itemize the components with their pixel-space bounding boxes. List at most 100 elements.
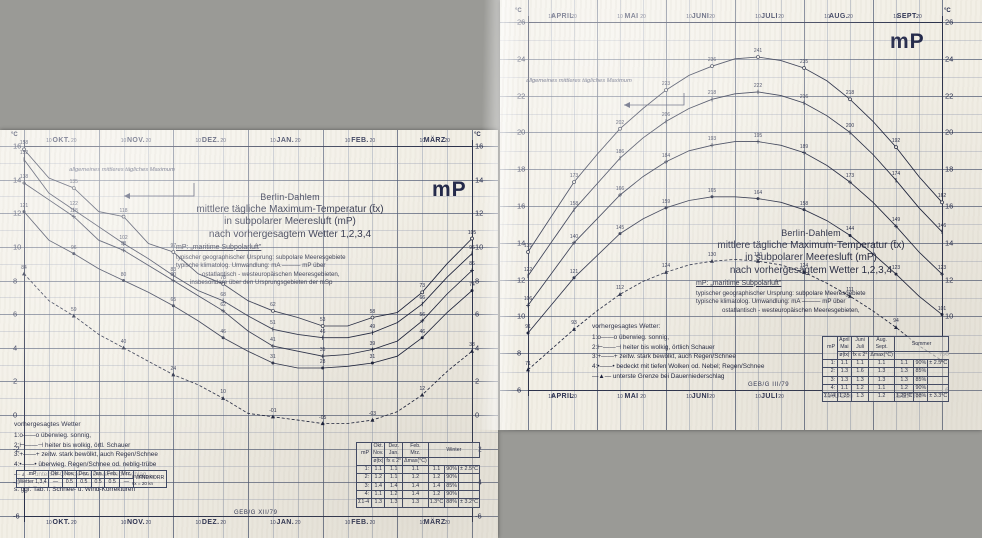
data-point-label: 165 [707,187,717,194]
data-point-marker [756,139,760,144]
month-label-sept: SEPT. [896,13,919,20]
y-axis-tick-label: 22 [945,91,954,101]
data-point-label: 152 [19,150,29,157]
y-axis-tick-label: 10 [945,311,954,321]
month-label-feb: FEB. [351,137,369,144]
day-tick-label: 10 [270,520,276,526]
day-tick-label: 10 [195,138,201,144]
y-axis-tick-label: 12 [13,208,22,218]
data-point-label: 218 [845,90,855,97]
title-line1-lower: mittlere tägliche Maximum-Temperatur (t̄… [196,203,384,215]
data-point-label: 96 [469,244,475,251]
row-pct: 90% [913,383,929,394]
wind-v-2: 0.5 [75,478,92,488]
season-stat-header-1: fx ≤ 2° [850,351,870,361]
season-table-row: 2: 1.2 1.1 1.2 1.2 90% [355,473,481,483]
row-val-2: 1.1 [868,359,895,369]
season-table-row: 2: 1.3 1.6 1.3 1.3 85% [821,367,950,377]
data-point-marker [71,186,76,190]
data-point-label: 31 [369,353,376,360]
data-point-label: 235 [799,59,809,65]
row-val-0: 1.1 [837,359,852,369]
month-label-juli: JULI [761,13,778,20]
month-label-jan: JAN. [276,519,295,526]
season-col-group-1: Dez. Jan. [384,441,404,459]
row-val-2: 1.3 [868,375,895,385]
legend-item-3-lower: 3:+——+ zeitw. stark bewölkt, auch Regen/… [14,451,158,459]
season-stat-header-1: fx ≤ 2° [384,457,404,467]
data-point-label: 73 [419,283,425,290]
data-point-label: 124 [661,263,671,270]
data-point-label: 41 [270,337,276,344]
wind-th-4: Jan. [90,469,106,480]
data-point-label: 173 [569,173,579,180]
month-label-nov: NOV. [126,137,146,144]
day-tick-label: 20 [640,394,646,400]
total-avg: 1.29°C [893,392,915,402]
wind-corr-note-2: v̄x = 20 kn [132,480,154,486]
data-point-marker [572,276,576,280]
data-point-label: 40 [120,338,127,345]
row-dmax: ± 2.5°C [927,359,950,369]
row-val-2: 1.4 [402,481,429,491]
total-pct: 88% [913,392,929,402]
summer-chart-panel: APRIL APRIL 10 10 20 20 MAI MAI 10 10 20 20 JUNI JUNI… [476,0,982,431]
total-val-0: 1.35 [837,392,852,402]
data-point-label: 202 [615,119,625,126]
data-point-label: 56 [419,311,425,318]
legend-upper: vorhergesagtes Wetter: 1:o——o überwieg. … [592,322,764,382]
y-axis-tick-label: 26 [517,17,526,27]
data-point-marker [420,290,425,295]
row-val-1: 1.3 [850,375,870,385]
title-block-lower: Berlin-Dahlem mittlere tägliche Maximum-… [176,192,404,287]
data-point-label: -03 [368,411,377,418]
wind-corr-note-1: in °C/10 kn [132,474,155,479]
month-label-jan: JAN. [276,137,295,144]
season-table-row: 4: 1.1 1.2 1.1 1.2 90% [821,383,950,394]
data-point-marker [271,308,275,313]
data-point-label: 28 [319,359,326,365]
row-val-2: 1.1 [868,383,895,394]
sub-region-lower: ostatlantisch - westeuropäischen Meeresg… [202,270,340,278]
data-point-label: 121 [19,202,29,209]
row-avg: 1.3 [893,367,915,377]
y-axis-tick-label: 2 [475,376,480,386]
station-name-upper: Berlin-Dahlem [781,228,841,238]
data-point-label: 12 [419,385,425,392]
day-tick-label: 20 [220,520,226,526]
month-label-mrz: MÄRZ [423,137,446,144]
data-point-label: 49 [369,323,376,330]
day-tick-label: 10 [195,520,201,526]
data-point-marker [940,200,944,205]
y-axis-tick-label: 4 [13,343,18,353]
y-axis-tick-label: 10 [475,242,484,252]
row-val-1: 1.2 [850,383,870,394]
legend-item-3-upper: 3:+——+ zeitw. stark bewölkt, auch Regen/… [592,353,736,361]
data-point-label: 218 [707,90,717,97]
month-label-dez: DEZ. [201,519,220,526]
data-point-label: 200 [845,123,855,130]
data-point-label: 31 [270,353,276,360]
title-block-upper: Berlin-Dahlem mittlere tägliche Maximum-… [696,228,926,315]
data-point-label: 146 [937,222,947,229]
data-point-label: 158 [799,200,809,207]
data-point-label: 58 [369,308,376,315]
month-label-nov: NOV. [126,519,146,526]
axis-unit-label: °C [515,8,522,14]
data-point-label: 84 [21,264,27,271]
month-label-juni: JUNI [691,13,710,20]
axis-unit-label: °C [11,132,18,138]
data-point-label: 59 [70,306,77,313]
data-point-label: 122 [523,266,533,273]
legend-item-2-lower: 2:⊢——⊣ heiter bis wolkig, örtl. Schauer [14,441,131,449]
row-pct: 90% [444,465,460,475]
y-axis-tick-label: 26 [945,17,954,27]
season-stat-header-0: ø|tx| [371,457,386,467]
data-point-label: 62 [270,301,276,308]
y-axis-tick-label: 24 [517,54,526,64]
data-point-marker [710,143,714,148]
data-point-marker [802,66,806,70]
data-point-label: 35 [319,347,326,354]
y-axis-tick-label: 20 [517,127,526,137]
summer-season-table: mP April Mai Juni Juli Aug. Sept. Sommer ø|tx| fx… [821,335,950,402]
